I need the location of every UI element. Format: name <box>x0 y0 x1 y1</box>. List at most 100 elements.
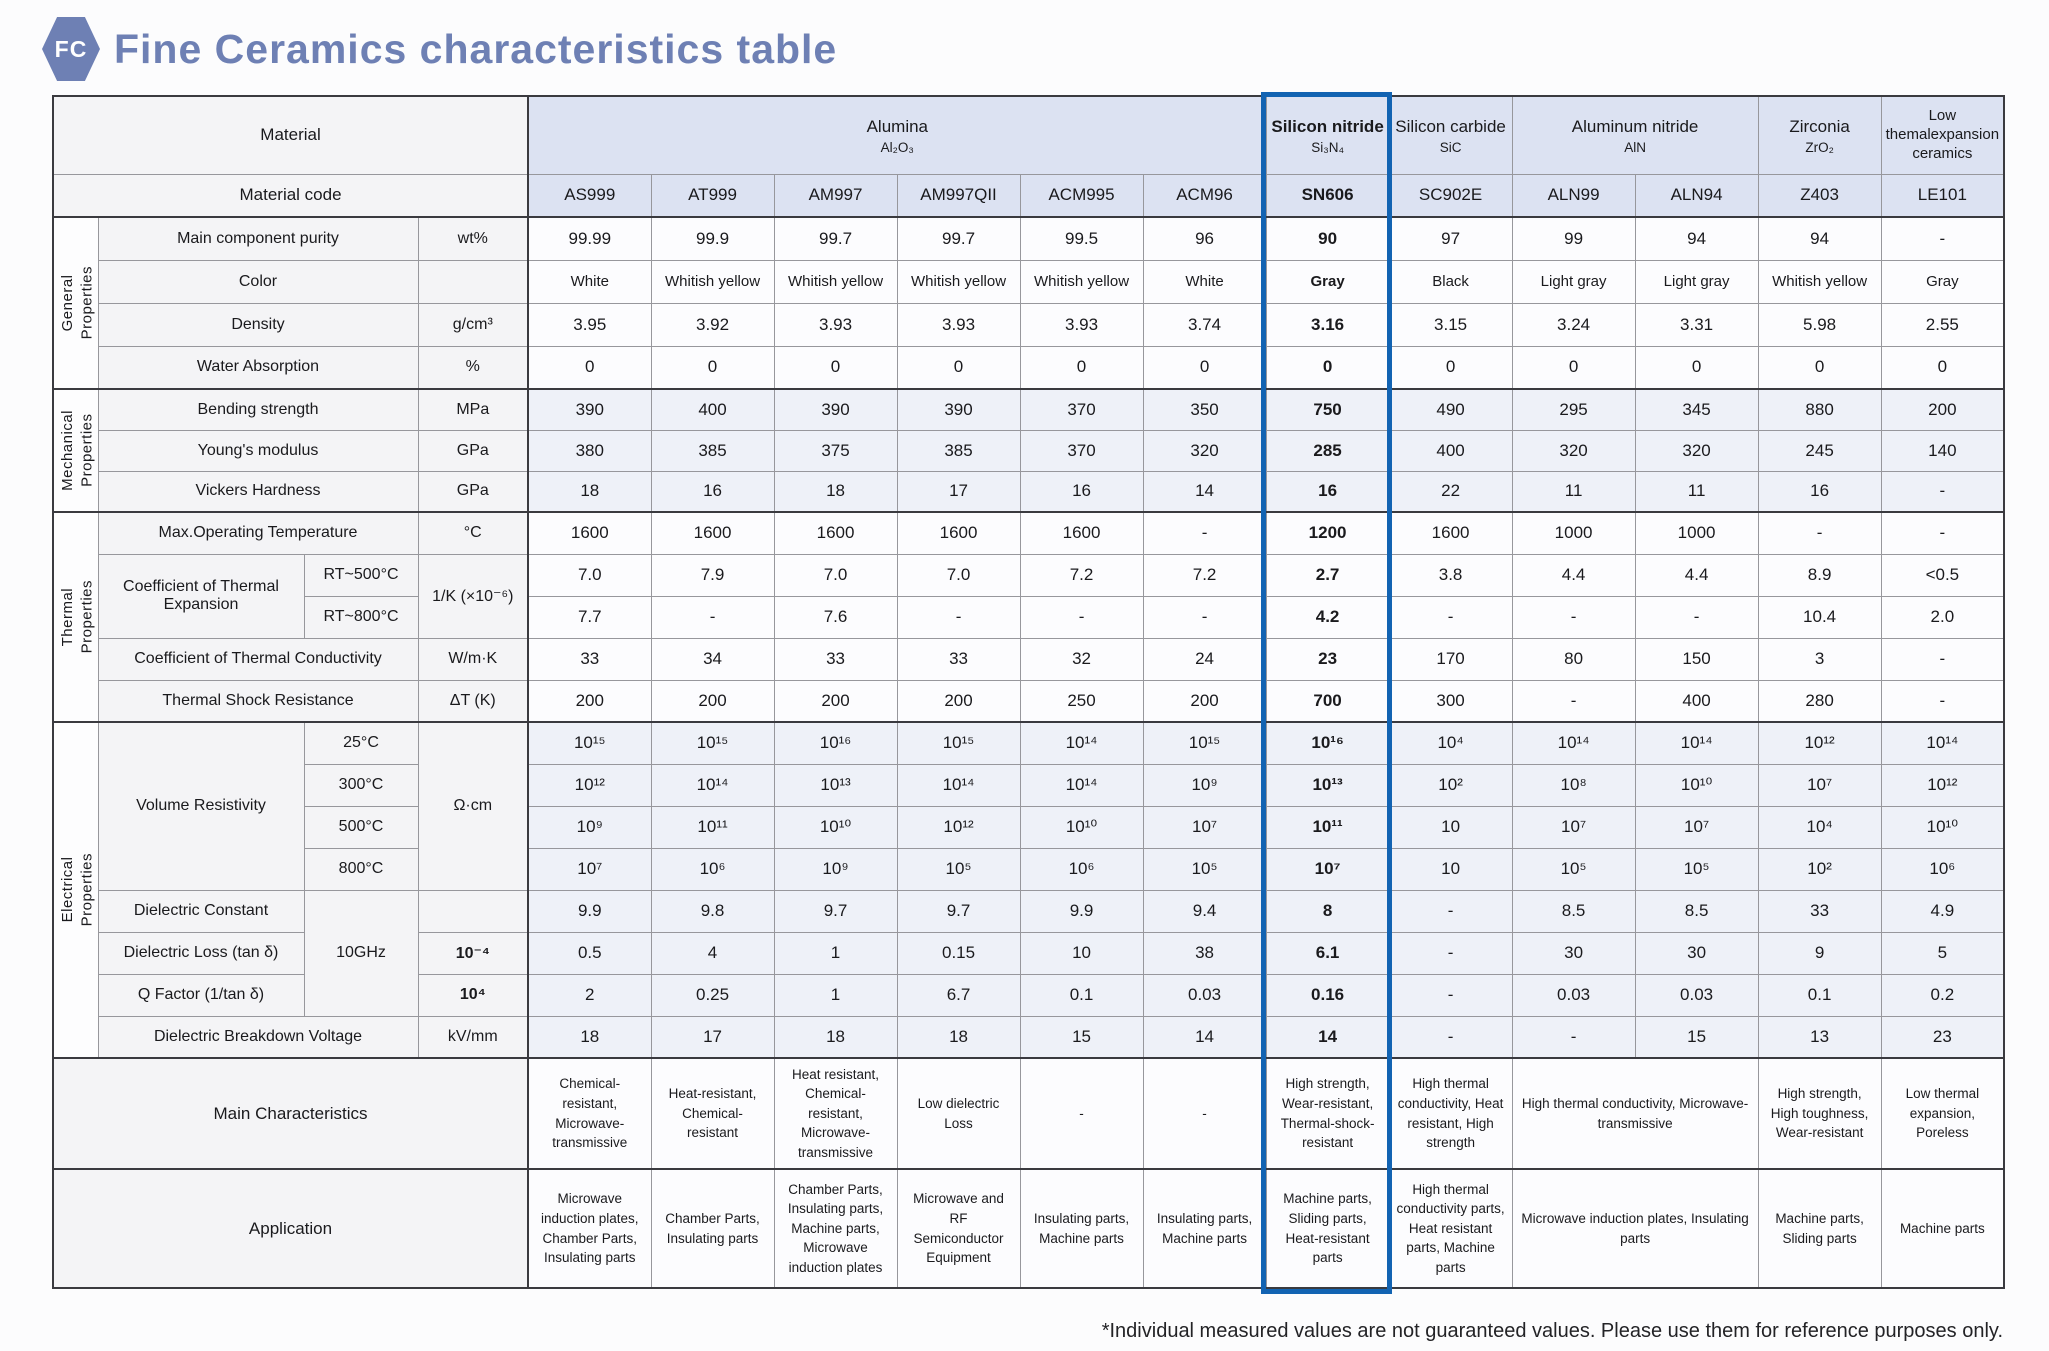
dielconst-value: 8 <box>1265 889 1390 933</box>
shock-value: 700 <box>1265 679 1390 723</box>
material-code: ACM96 <box>1142 173 1267 218</box>
material-group-alumina: Alumina Al₂O₃ <box>527 95 1267 175</box>
row-label: Dielectric Constant <box>97 889 305 933</box>
bending-value: 295 <box>1511 388 1636 431</box>
qfactor-value: 6.7 <box>896 973 1021 1017</box>
cte500-value: 7.2 <box>1019 553 1144 597</box>
dielconst-value: 9.9 <box>1019 889 1144 933</box>
maxtemp-value: - <box>1142 511 1267 555</box>
shock-value: 200 <box>1142 679 1267 723</box>
row-unit <box>417 259 529 304</box>
cte500-value: 2.7 <box>1265 553 1390 597</box>
breakdown-value: - <box>1388 1015 1513 1059</box>
cte500-value: <0.5 <box>1880 553 2005 597</box>
resistivity500-value: 10 <box>1388 805 1513 849</box>
dielloss-value: 1 <box>773 931 898 975</box>
material-code: AM997QII <box>896 173 1021 218</box>
bending-value: 390 <box>896 388 1021 431</box>
material-name: Silicon carbide <box>1395 116 1506 136</box>
conductivity-value: 23 <box>1265 637 1390 681</box>
resistivity300-value: 10⁷ <box>1757 763 1882 807</box>
mainchar-value: High strength, High toughness, Wear-resi… <box>1757 1057 1882 1170</box>
resistivity-800-row: 800°C 10⁷ 10⁶ 10⁹ 10⁵ 10⁶ 10⁵ 10⁷ 10 10⁵… <box>53 847 2005 891</box>
color-value: Light gray <box>1634 259 1759 304</box>
application-value: Microwave and RF Semiconductor Equipment <box>896 1168 1021 1289</box>
dielloss-value: 9 <box>1757 931 1882 975</box>
resistivity500-value: 10⁷ <box>1142 805 1267 849</box>
resistivity800-value: 10⁶ <box>1880 847 2005 891</box>
row-unit: Ω·cm <box>417 721 529 891</box>
color-value: White <box>1142 259 1267 304</box>
purity-value: 99.5 <box>1019 216 1144 261</box>
application-value: Machine parts <box>1880 1168 2005 1289</box>
qfactor-value: 0.25 <box>650 973 775 1017</box>
row-label: Bending strength <box>97 388 419 431</box>
cte500-value: 7.0 <box>896 553 1021 597</box>
youngs-value: 140 <box>1880 429 2005 472</box>
water-value: 0 <box>1757 345 1882 390</box>
dielloss-value: 30 <box>1511 931 1636 975</box>
cte500-value: 7.0 <box>773 553 898 597</box>
density-value: 3.93 <box>896 302 1021 347</box>
qfactor-value: 0.03 <box>1142 973 1267 1017</box>
maxtemp-value: 1600 <box>527 511 652 555</box>
row-unit: % <box>417 345 529 390</box>
resistivity500-value: 10⁷ <box>1634 805 1759 849</box>
page-header: FC Fine Ceramics characteristics table <box>42 14 837 84</box>
resistivity500-value: 10¹¹ <box>1265 805 1390 849</box>
cte500-value: 4.4 <box>1511 553 1636 597</box>
dielconst-value: 9.9 <box>527 889 652 933</box>
resistivity-25-row: Electrical Properties Volume Resistivity … <box>52 721 2005 1059</box>
resistivity800-value: 10⁵ <box>1634 847 1759 891</box>
cte500-value: 4.4 <box>1634 553 1759 597</box>
bending-strength-row: Mechanical Properties Bending strength MP… <box>52 388 2005 513</box>
application-value: Chamber Parts, Insulating parts <box>650 1168 775 1289</box>
conductivity-value: 150 <box>1634 637 1759 681</box>
row-label: Density <box>97 302 419 347</box>
mainchar-value: Low thermal expansion, Poreless <box>1880 1057 2005 1170</box>
application-value: Insulating parts, Machine parts <box>1142 1168 1267 1289</box>
vickers-value: 17 <box>896 470 1021 513</box>
dielloss-value: 38 <box>1142 931 1267 975</box>
ceramics-characteristics-table: Material Alumina Al₂O₃ Silicon nitride S… <box>52 95 2006 1289</box>
row-unit: GPa <box>417 470 529 513</box>
color-value: Whitish yellow <box>896 259 1021 304</box>
resistivity-temp-label: 25°C <box>303 721 419 765</box>
purity-value: 94 <box>1757 216 1882 261</box>
vickers-value: 11 <box>1511 470 1636 513</box>
purity-row: General Properties Main component purity … <box>52 216 2005 390</box>
resistivity25-value: 10¹⁶ <box>1265 721 1390 765</box>
resistivity800-value: 10 <box>1388 847 1513 891</box>
material-formula: ZrO₂ <box>1805 139 1834 155</box>
purity-value: 99.99 <box>527 216 652 261</box>
resistivity500-value: 10¹⁰ <box>1880 805 2005 849</box>
resistivity500-value: 10¹¹ <box>650 805 775 849</box>
application-value: Chamber Parts, Insulating parts, Machine… <box>773 1168 898 1289</box>
row-unit: W/m·K <box>417 637 529 681</box>
footnote: *Individual measured values are not guar… <box>1101 1320 2003 1342</box>
material-code: SC902E <box>1388 173 1513 218</box>
density-value: 3.15 <box>1388 302 1513 347</box>
breakdown-value: 23 <box>1880 1015 2005 1059</box>
cte500-value: 8.9 <box>1757 553 1882 597</box>
resistivity300-value: 10¹² <box>527 763 652 807</box>
purity-value: 97 <box>1388 216 1513 261</box>
cte-rt500-row: Coefficient of Thermal Expansion RT~500°… <box>53 553 2005 639</box>
material-formula: AlN <box>1624 139 1646 155</box>
resistivity25-value: 10¹⁵ <box>527 721 652 765</box>
breakdown-value: 15 <box>1634 1015 1759 1059</box>
dielloss-value: 4 <box>650 931 775 975</box>
vickers-value: 16 <box>650 470 775 513</box>
shock-value: 400 <box>1634 679 1759 723</box>
breakdown-value: 17 <box>650 1015 775 1059</box>
conductivity-value: 33 <box>896 637 1021 681</box>
breakdown-value: - <box>1511 1015 1636 1059</box>
application-value: Machine parts, Sliding parts <box>1757 1168 1882 1289</box>
purity-value: 99.7 <box>896 216 1021 261</box>
shock-value: - <box>1511 679 1636 723</box>
youngs-value: 285 <box>1265 429 1390 472</box>
bending-value: 370 <box>1019 388 1144 431</box>
youngs-value: 385 <box>650 429 775 472</box>
bending-value: 750 <box>1265 388 1390 431</box>
resistivity800-value: 10⁶ <box>1019 847 1144 891</box>
